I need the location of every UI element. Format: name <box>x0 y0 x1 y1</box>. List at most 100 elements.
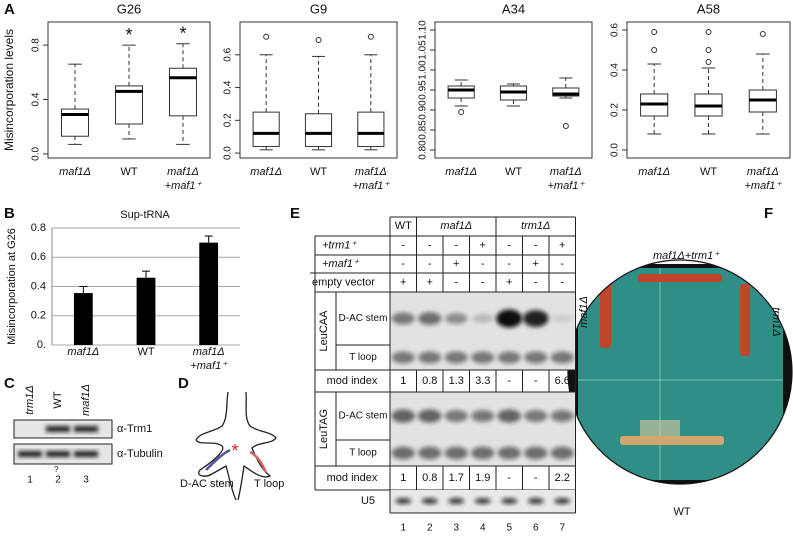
y-tick-label: 1.10 <box>418 20 429 40</box>
annotation: * <box>179 24 186 44</box>
condition-cell: + <box>453 258 459 270</box>
blot-band <box>474 498 491 504</box>
x-tick-label: WT <box>505 166 522 178</box>
mod-index: 3.3 <box>475 375 490 387</box>
y-tick-label: 0.0 <box>31 147 42 161</box>
modification-mark: * <box>231 441 238 461</box>
lane-header: maf1Δ <box>80 384 92 416</box>
mod-index: 1.7 <box>449 472 464 484</box>
x-tick-label: +maf1⁺ <box>547 180 585 192</box>
condition-cell: - <box>560 258 564 270</box>
x-tick-label: maf1Δ <box>250 166 282 178</box>
control-label: U5 <box>361 495 375 507</box>
condition-cell: - <box>507 258 511 270</box>
blot-band <box>445 313 468 324</box>
mod-index: 6.6 <box>555 375 570 387</box>
lane-number: 3 <box>83 475 89 486</box>
blot-band <box>497 351 521 364</box>
blot-band <box>550 351 574 364</box>
panel-label: F <box>764 205 773 222</box>
group-header: WT <box>395 220 412 232</box>
mod-index: - <box>507 375 511 387</box>
blot-row-label: D-AC stem <box>339 411 388 422</box>
y-tick-label: 0.6 <box>610 23 621 37</box>
outlier <box>458 109 465 115</box>
bar <box>199 242 219 345</box>
blot-band <box>472 314 494 323</box>
outlier <box>705 47 712 53</box>
condition-cell: - <box>481 276 485 288</box>
mod-index: - <box>534 375 538 387</box>
condition-cell: - <box>454 239 458 251</box>
condition-cell: - <box>481 258 485 270</box>
blot-band <box>524 446 548 460</box>
blot-band <box>418 351 442 364</box>
blot-band <box>551 314 573 323</box>
box <box>169 67 197 117</box>
blot-band <box>421 498 438 504</box>
condition-cell: + <box>480 239 486 251</box>
blot-band <box>391 312 415 325</box>
antibody-label: α-Trm1 <box>117 423 152 435</box>
panel-label: B <box>4 205 15 222</box>
box <box>304 113 333 148</box>
blot-band <box>527 498 544 504</box>
lane-header: trm1Δ <box>24 385 36 414</box>
condition-cell: - <box>534 239 538 251</box>
panel-label: A <box>4 1 15 18</box>
x-tick-label: +maf1⁺ <box>190 360 228 372</box>
blot-band <box>496 309 523 328</box>
group-header: maf1Δ <box>440 220 472 232</box>
blot-band <box>391 409 416 423</box>
blot-row-label: T loop <box>349 352 377 363</box>
mod-index: 1.9 <box>475 472 490 484</box>
y-tick-label: 0. <box>37 339 46 351</box>
x-tick-label: maf1Δ <box>355 166 387 178</box>
y-tick-label: 0.2 <box>31 310 46 322</box>
box <box>447 85 475 99</box>
outlier <box>315 37 322 44</box>
blot-band <box>497 409 522 423</box>
y-tick-label: 0.4 <box>31 280 46 292</box>
blot-band <box>391 446 415 460</box>
lane-number: 2 <box>55 475 61 486</box>
blot-band <box>18 451 42 457</box>
blot-band <box>471 446 495 460</box>
y-tick-label: 0.8 <box>31 38 42 52</box>
panel-label: C <box>4 375 15 392</box>
blot-band <box>448 498 465 504</box>
y-tick-label: 0.6 <box>31 251 46 263</box>
mod-index: 0.8 <box>422 375 437 387</box>
outlier <box>562 123 569 129</box>
y-tick-label: 0.4 <box>223 80 234 94</box>
lane-number: 5 <box>506 523 512 534</box>
y-tick-label: 0.2 <box>610 103 621 117</box>
plot-frame <box>626 21 791 159</box>
trna-diagram <box>195 391 277 501</box>
blot-band <box>417 409 442 423</box>
box <box>552 87 580 97</box>
mod-index: 1 <box>400 375 406 387</box>
condition-cell: + <box>533 258 539 270</box>
lane-number: 1 <box>27 475 33 486</box>
condition-label: +trm1⁺ <box>322 239 357 251</box>
panel-label: D <box>178 375 189 392</box>
mod-index: 0.8 <box>422 472 437 484</box>
x-tick-label: +maf1⁺ <box>352 180 390 192</box>
blot-band <box>418 446 442 460</box>
x-tick-label: maf1Δ <box>550 166 582 178</box>
plot-frame <box>239 21 398 159</box>
blot-band <box>497 446 521 460</box>
condition-cell: - <box>428 258 432 270</box>
condition-cell: - <box>401 239 405 251</box>
x-tick-label: WT <box>310 166 327 178</box>
antibody-label: α-Tubulin <box>117 448 163 460</box>
condition-cell: - <box>454 276 458 288</box>
plate-photo <box>567 259 793 485</box>
blot-band <box>524 410 548 422</box>
outlier <box>705 59 712 65</box>
mod-index: 2.2 <box>555 472 570 484</box>
blot-band <box>523 310 549 327</box>
y-tick-label: 0.80 <box>418 140 429 160</box>
x-tick-label: WT <box>137 346 154 358</box>
